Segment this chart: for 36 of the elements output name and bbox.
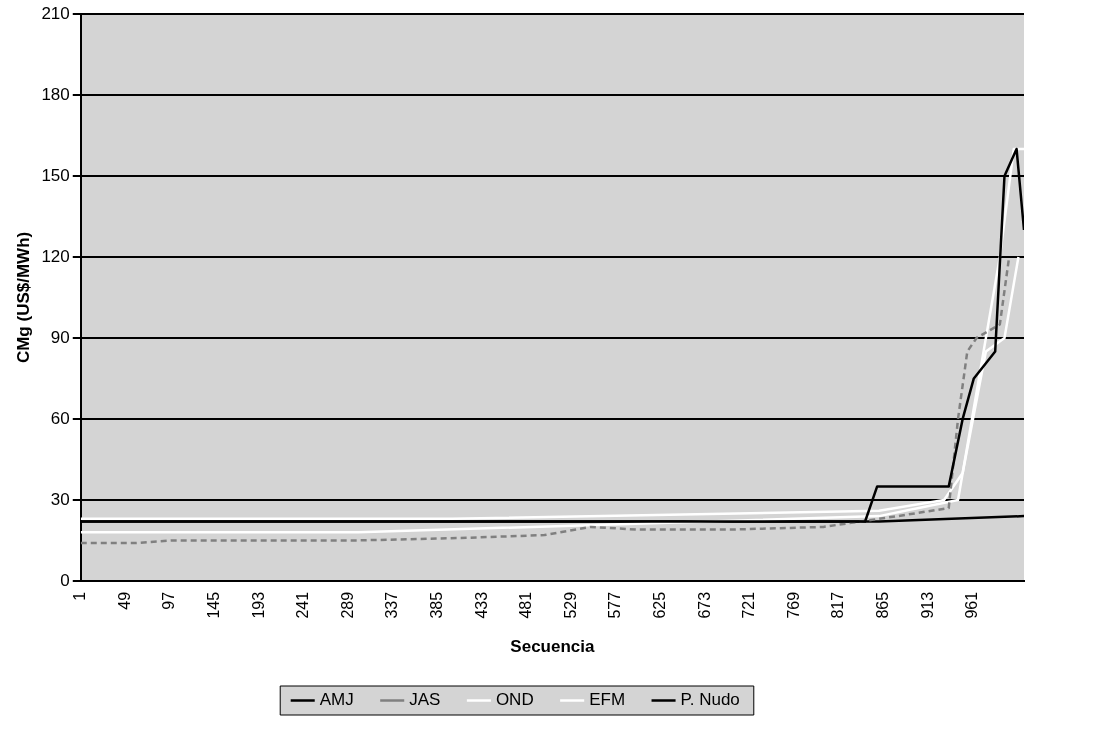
y-tick-label: 210 (41, 3, 70, 23)
legend-label: JAS (409, 690, 441, 710)
x-tick-label: 817 (829, 591, 847, 619)
x-axis-title: Secuencia (510, 637, 595, 657)
y-tick-label: 180 (41, 84, 70, 104)
x-tick-label: 49 (115, 591, 133, 610)
y-axis-title: CMg (US$/MWh) (13, 231, 33, 364)
x-tick-label: 577 (606, 591, 624, 619)
x-tick-label: 481 (517, 591, 535, 619)
legend-label: P. Nudo (680, 690, 740, 710)
y-tick-label: 0 (60, 570, 70, 590)
y-tick-label: 90 (50, 327, 70, 347)
legend-label: AMJ (319, 690, 354, 710)
x-tick-label: 865 (874, 591, 892, 619)
x-tick-label: 97 (160, 591, 178, 610)
x-tick-label: 673 (695, 591, 713, 619)
y-tick-label: 60 (50, 408, 70, 428)
x-tick-label: 385 (428, 591, 446, 619)
x-tick-label: 337 (383, 591, 401, 619)
x-tick-label: 721 (740, 591, 758, 619)
y-tick-label: 120 (41, 246, 70, 266)
x-tick-label: 193 (249, 591, 267, 619)
x-tick-label: 529 (561, 591, 579, 619)
x-tick-label: 913 (918, 591, 936, 619)
legend-label: OND (495, 690, 534, 710)
x-tick-label: 1 (71, 591, 89, 601)
x-tick-label: 433 (472, 591, 490, 619)
x-tick-label: 769 (784, 591, 802, 619)
x-tick-label: 625 (651, 591, 669, 619)
x-tick-label: 145 (204, 591, 222, 619)
x-tick-label: 241 (294, 591, 312, 619)
legend-label: EFM (589, 690, 626, 710)
y-tick-label: 150 (41, 165, 70, 185)
y-tick-label: 30 (50, 489, 70, 509)
x-tick-label: 961 (963, 591, 981, 619)
x-tick-label: 289 (338, 591, 356, 619)
